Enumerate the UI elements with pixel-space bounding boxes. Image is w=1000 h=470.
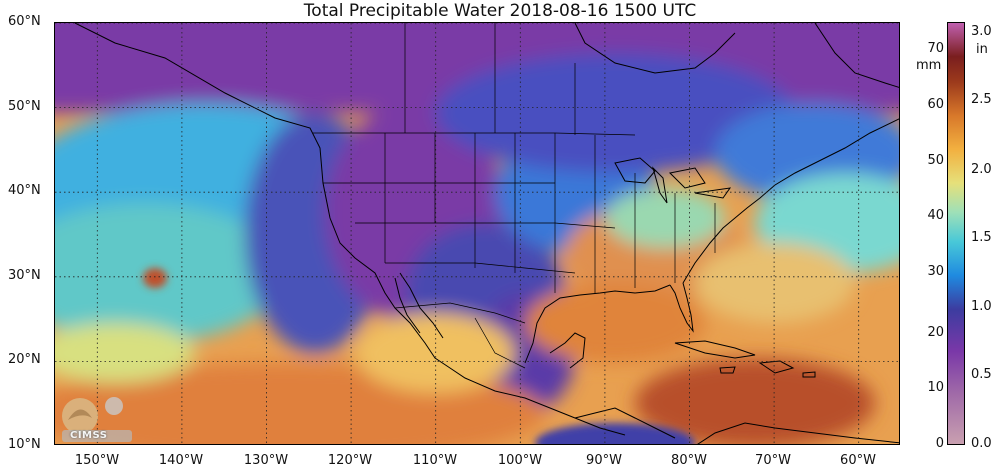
lat-label-50n: 50°N (8, 99, 41, 114)
lon-label-150w: 150°W (74, 453, 120, 468)
lon-label-130w: 130°W (243, 453, 289, 468)
colorbar-mm-tick-20: 20 (927, 325, 944, 340)
colorbar-in-tick-1-5: 1.5 (971, 230, 992, 245)
lon-label-70w: 70°W (755, 453, 791, 468)
cimss-logo (62, 397, 132, 442)
lat-label-40n: 40°N (8, 183, 41, 198)
colorbar-in-tick-2-0: 2.0 (971, 162, 992, 177)
cimss-logo-text: CIMSS (70, 430, 108, 441)
lat-label-30n: 30°N (8, 268, 41, 283)
map-title: Total Precipitable Water 2018-08-16 1500… (303, 1, 697, 21)
lon-label-110w: 110°W (412, 453, 458, 468)
lon-label-100w: 100°W (497, 453, 543, 468)
lon-label-140w: 140°W (158, 453, 204, 468)
lat-label-10n: 10°N (8, 437, 41, 452)
map-panel[interactable] (54, 22, 900, 445)
colorbar-mm-tick-40: 40 (927, 208, 944, 223)
lon-label-120w: 120°W (327, 453, 373, 468)
colorbar (947, 22, 965, 445)
graticule (55, 23, 899, 444)
political-borders (313, 23, 716, 369)
colorbar-mm-unit: mm (916, 58, 942, 73)
colorbar-in-unit: in (976, 42, 988, 57)
tpw-map[interactable] (55, 23, 900, 445)
colorbar-in-tick-2-5: 2.5 (971, 92, 992, 107)
moisture-field (55, 23, 899, 444)
colorbar-in-tick-0-5: 0.5 (971, 367, 992, 382)
colorbar-in-tick-1-0: 1.0 (971, 299, 992, 314)
colorbar-mm-tick-30: 30 (927, 264, 944, 279)
colorbar-in-tick-3-0: 3.0 (971, 24, 992, 39)
colorbar-mm-tick-70: 70 (927, 41, 944, 56)
colorbar-in-tick-0-0: 0.0 (971, 436, 992, 451)
lat-label-60n: 60°N (8, 14, 41, 29)
colorbar-mm-tick-10: 10 (927, 380, 944, 395)
colorbar-mm-tick-0: 0 (935, 436, 944, 451)
colorbar-mm-tick-60: 60 (927, 97, 944, 112)
coastlines (74, 23, 899, 444)
lon-label-60w: 60°W (840, 453, 876, 468)
lon-label-90w: 90°W (586, 453, 622, 468)
lat-label-20n: 20°N (8, 352, 41, 367)
colorbar-mm-tick-50: 50 (927, 153, 944, 168)
lon-label-80w: 80°W (671, 453, 707, 468)
